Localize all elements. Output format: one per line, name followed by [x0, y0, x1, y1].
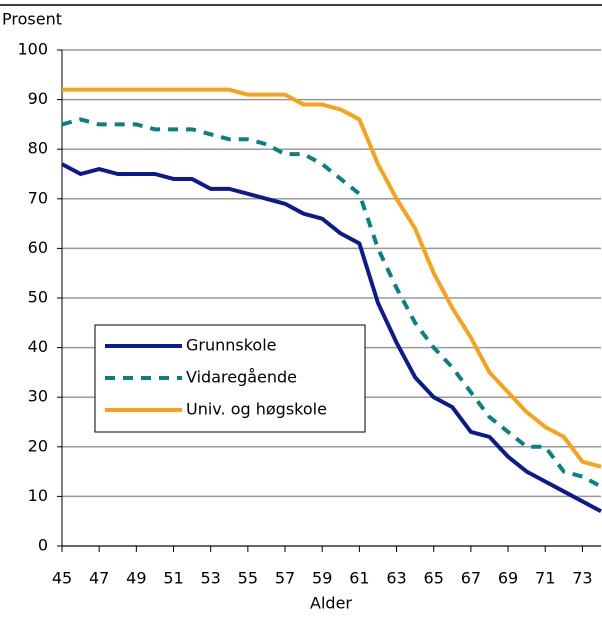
legend-label: Univ. og høgskole — [186, 400, 327, 419]
x-axis-label: Alder — [310, 594, 352, 613]
x-tick-label: 57 — [275, 569, 295, 588]
x-tick-label: 73 — [572, 569, 592, 588]
legend — [94, 324, 366, 433]
y-tick-label: 100 — [17, 40, 48, 59]
x-tick-label: 61 — [349, 569, 369, 588]
series-line — [62, 87, 602, 469]
y-tick-label: 30 — [28, 387, 48, 406]
y-tick-label: 10 — [28, 486, 48, 505]
legend-label: Vidaregående — [186, 368, 297, 387]
y-tick-label: 40 — [28, 337, 48, 356]
x-tick-label: 71 — [535, 569, 555, 588]
x-tick-label: 51 — [163, 569, 183, 588]
x-tick-label: 65 — [424, 569, 444, 588]
series-line — [61, 117, 602, 489]
series-line — [61, 162, 602, 514]
y-tick-label: 60 — [28, 238, 48, 257]
x-tick-label: 45 — [52, 569, 72, 588]
y-tick-label: 70 — [28, 188, 48, 207]
legend-label: Grunnskole — [186, 336, 277, 355]
x-tick-label: 63 — [386, 569, 406, 588]
y-tick-label: 90 — [28, 89, 48, 108]
x-tick-label: 55 — [238, 569, 258, 588]
x-tick-label: 47 — [89, 569, 109, 588]
x-tick-label: 59 — [312, 569, 332, 588]
y-tick-label: 20 — [28, 436, 48, 455]
y-tick-label: 80 — [28, 139, 48, 158]
y-tick-label: 0 — [38, 536, 48, 555]
y-axis-label: Prosent — [2, 10, 62, 29]
x-tick-label: 49 — [126, 569, 146, 588]
x-tick-label: 69 — [498, 569, 518, 588]
y-tick-label: 50 — [28, 288, 48, 307]
x-tick-label: 67 — [461, 569, 481, 588]
x-tick-label: 53 — [201, 569, 221, 588]
